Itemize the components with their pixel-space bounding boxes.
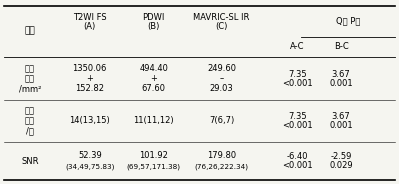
Text: 11(11,12): 11(11,12) [133, 116, 174, 125]
Text: <0.001: <0.001 [282, 79, 312, 88]
Text: 14(13,15): 14(13,15) [69, 116, 110, 125]
Text: 伪影: 伪影 [25, 64, 35, 73]
Text: (A): (A) [84, 22, 96, 31]
Text: -2.59: -2.59 [330, 152, 352, 161]
Text: -6.40: -6.40 [286, 152, 308, 161]
Text: /mm²: /mm² [19, 84, 41, 93]
Text: 7.35: 7.35 [288, 70, 306, 79]
Text: (76,26,222.34): (76,26,222.34) [194, 163, 249, 170]
Text: MAVRIC-SL IR: MAVRIC-SL IR [193, 13, 250, 22]
Text: 3.67: 3.67 [332, 70, 350, 79]
Text: 乘数: 乘数 [25, 116, 35, 125]
Text: +: + [86, 74, 93, 83]
Text: 67.60: 67.60 [142, 84, 166, 93]
Text: 1350.06: 1350.06 [73, 64, 107, 73]
Text: 0.029: 0.029 [329, 161, 353, 170]
Text: 494.40: 494.40 [139, 64, 168, 73]
Text: SNR: SNR [21, 157, 39, 165]
Text: 52.39: 52.39 [78, 151, 102, 160]
Text: 0.001: 0.001 [329, 121, 353, 130]
Text: Q值 P值: Q值 P值 [336, 17, 360, 26]
Text: <0.001: <0.001 [282, 161, 312, 170]
Text: –: – [219, 74, 223, 83]
Text: (34,49,75.83): (34,49,75.83) [65, 163, 115, 170]
Text: 伪影: 伪影 [25, 106, 35, 115]
Text: 面积: 面积 [25, 74, 35, 83]
Text: 7.35: 7.35 [288, 112, 306, 121]
Text: /层: /层 [26, 127, 34, 136]
Text: 101.92: 101.92 [139, 151, 168, 160]
Text: +: + [150, 74, 157, 83]
Text: A-C: A-C [290, 43, 304, 51]
Text: (69,57,171.38): (69,57,171.38) [126, 163, 181, 170]
Text: 项目: 项目 [25, 27, 35, 36]
Text: B-C: B-C [334, 43, 348, 51]
Text: 0.001: 0.001 [329, 79, 353, 88]
Text: 249.60: 249.60 [207, 64, 236, 73]
Text: 29.03: 29.03 [209, 84, 233, 93]
Text: T2WI FS: T2WI FS [73, 13, 107, 22]
Text: <0.001: <0.001 [282, 121, 312, 130]
Text: (C): (C) [215, 22, 228, 31]
Text: PDWI: PDWI [142, 13, 165, 22]
Text: 179.80: 179.80 [207, 151, 236, 160]
Text: (B): (B) [147, 22, 160, 31]
Text: 7(6,7): 7(6,7) [209, 116, 234, 125]
Text: 152.82: 152.82 [75, 84, 104, 93]
Text: 3.67: 3.67 [332, 112, 350, 121]
